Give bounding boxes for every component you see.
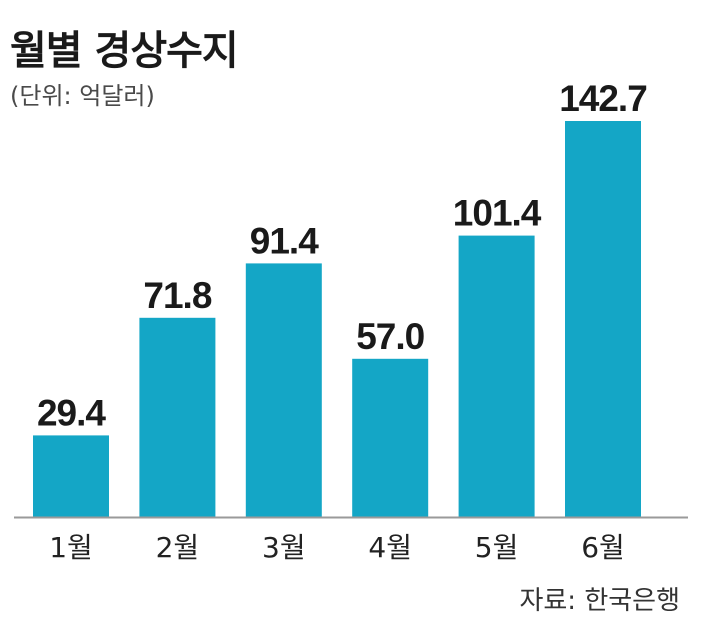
category-label-1: 1월 <box>49 531 93 564</box>
bar-4 <box>352 358 429 517</box>
source-note: 자료: 한국은행 <box>519 586 680 616</box>
category-label-5: 5월 <box>475 531 519 564</box>
bar-3 <box>245 263 322 517</box>
value-label-3: 91.4 <box>250 220 319 261</box>
value-label-5: 101.4 <box>453 193 542 234</box>
category-label-3: 3월 <box>262 531 306 564</box>
value-label-2: 71.8 <box>143 275 211 316</box>
unit-note: (단위: 억달러) <box>10 82 155 110</box>
bar-6 <box>565 121 641 517</box>
bar-1 <box>33 435 109 517</box>
category-label-6: 6월 <box>581 531 625 564</box>
bar-5 <box>458 235 535 517</box>
value-label-1: 29.4 <box>37 392 106 433</box>
value-label-6: 142.7 <box>559 78 647 119</box>
bar-2 <box>139 317 216 517</box>
value-label-4: 57.0 <box>356 316 424 357</box>
chart-title: 월별 경상수지 <box>10 28 239 74</box>
category-label-2: 2월 <box>156 531 200 564</box>
category-label-4: 4월 <box>368 531 412 564</box>
